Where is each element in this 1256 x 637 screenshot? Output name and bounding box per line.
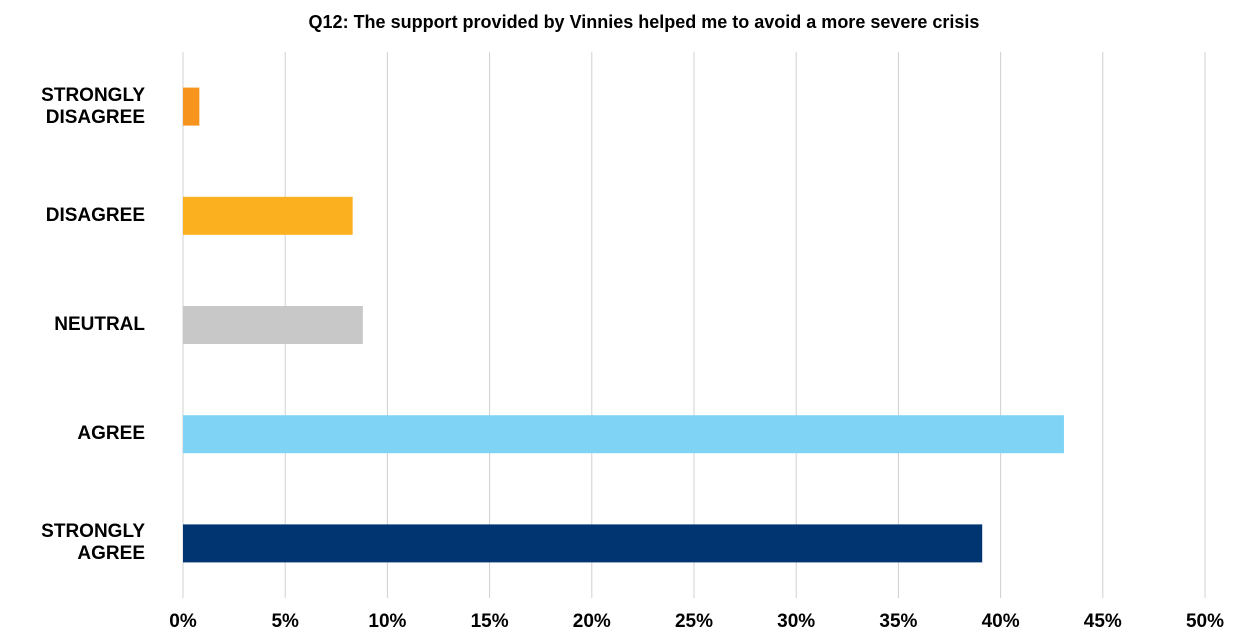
bar <box>183 415 1064 454</box>
bar <box>183 87 200 126</box>
bar <box>183 306 363 344</box>
y-tick-label: STRONGLY AGREE <box>41 521 145 565</box>
bar <box>183 196 353 235</box>
x-tick-label: 15% <box>471 611 509 632</box>
x-tick-label: 45% <box>1084 611 1122 632</box>
chart-title: Q12: The support provided by Vinnies hel… <box>309 12 980 32</box>
x-tick-label: 25% <box>675 611 713 632</box>
x-tick-label: 35% <box>879 611 917 632</box>
x-tick-label: 30% <box>777 611 815 632</box>
x-tick-label: 40% <box>982 611 1020 632</box>
x-tick-label: 0% <box>169 611 197 632</box>
bar <box>183 524 983 563</box>
y-tick-label: AGREE <box>77 423 145 445</box>
x-tick-label: 20% <box>573 611 611 632</box>
y-tick-label: STRONGLY DISAGREE <box>41 84 145 128</box>
x-tick-label: 5% <box>271 611 299 632</box>
y-tick-label: NEUTRAL <box>54 314 145 335</box>
x-tick-label: 50% <box>1186 611 1224 632</box>
x-tick-label: 10% <box>368 611 406 632</box>
y-tick-label: DISAGREE <box>45 204 145 226</box>
